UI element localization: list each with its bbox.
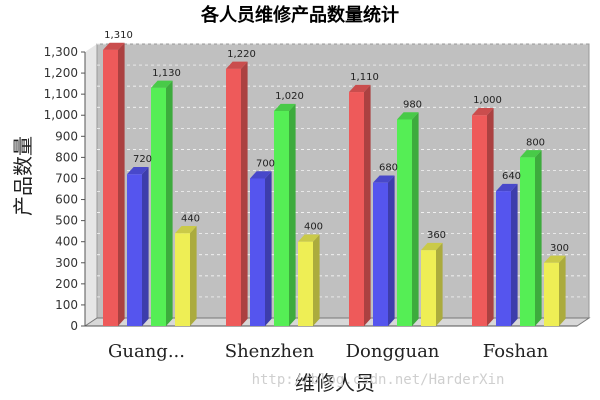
chart-title: 各人员维修产品数量统计	[200, 4, 399, 26]
y-tick-label: 500	[55, 214, 78, 228]
bar-top	[127, 167, 149, 175]
bar	[226, 68, 241, 326]
data-label: 980	[403, 99, 422, 110]
data-label: 1,000	[473, 95, 502, 106]
bar-top	[421, 242, 443, 251]
y-tick-label: 200	[55, 277, 78, 291]
bar-top	[250, 171, 272, 179]
data-label: 400	[304, 222, 323, 233]
bar-side	[535, 150, 542, 326]
bar-side	[166, 80, 173, 326]
bar	[349, 92, 364, 327]
bar	[520, 157, 535, 326]
x-axis: Guang... Shenzhen Dongguan Foshan	[108, 341, 549, 362]
bar-top	[274, 103, 296, 112]
bar-side	[313, 234, 320, 326]
data-label: 1,020	[275, 91, 304, 102]
data-label: 1,130	[152, 68, 181, 79]
bar-side	[364, 84, 371, 326]
y-tick-label: 1,300	[44, 45, 78, 59]
y-tick-label: 100	[55, 298, 78, 312]
bar-top	[103, 42, 125, 50]
bar-top	[151, 80, 173, 88]
data-label: 720	[133, 154, 152, 165]
bar-side	[436, 242, 443, 326]
y-tick-label: 1,200	[44, 66, 78, 80]
data-label: 1,310	[104, 30, 133, 41]
bar-top	[373, 175, 395, 183]
bar	[127, 174, 142, 326]
data-label: 1,220	[227, 49, 256, 60]
y-tick-label: 400	[55, 235, 78, 249]
y-tick-label: 900	[55, 129, 78, 143]
bar-side	[289, 103, 296, 326]
y-tick-label: 700	[55, 171, 78, 185]
data-label: 680	[379, 163, 398, 174]
bar	[544, 262, 559, 326]
bar-side	[190, 226, 197, 326]
bar-top	[496, 183, 518, 192]
bar-top	[520, 150, 542, 158]
bar	[496, 191, 511, 326]
x-axis-label: 维修人员	[295, 371, 375, 395]
data-label: 1,110	[350, 72, 379, 83]
y-tick-label: 800	[55, 150, 78, 164]
x-tick-label: Foshan	[483, 341, 549, 362]
bar	[175, 233, 190, 326]
y-tick-label: 600	[55, 193, 78, 207]
data-label: 640	[502, 171, 521, 182]
data-label: 300	[550, 243, 569, 254]
y-tick-label: 300	[55, 256, 78, 270]
bar-side	[388, 175, 395, 326]
bar-side	[241, 61, 248, 327]
bar	[421, 250, 436, 326]
bar-side	[265, 171, 272, 326]
data-label-group: 1,310 720 1,130 440 1,220 700 1,020 400 1,110 680…	[104, 30, 569, 254]
bar-top	[298, 234, 320, 242]
bar-top	[349, 84, 371, 93]
bar	[151, 87, 166, 326]
bar-side	[142, 167, 149, 326]
bar-side	[412, 112, 419, 326]
bar-top	[397, 112, 419, 120]
x-tick-label: Shenzhen	[225, 341, 315, 362]
x-tick-label: Dongguan	[346, 341, 440, 362]
bar-side	[118, 42, 125, 326]
bar	[298, 241, 313, 326]
data-label: 800	[526, 137, 545, 148]
bar-side	[511, 183, 518, 326]
bar-top	[472, 108, 494, 116]
bar	[250, 178, 265, 326]
bar	[472, 115, 487, 326]
bar	[274, 111, 289, 326]
bar-top	[226, 61, 248, 69]
watermark-text: http://blog.csdn.net/HarderXin	[252, 372, 505, 388]
bar-top	[544, 255, 566, 263]
bar	[397, 119, 412, 326]
bar	[103, 49, 118, 327]
data-label: 360	[427, 230, 446, 241]
y-tick-label: 1,000	[44, 108, 78, 122]
y-axis: 0 100 200 300 400 500 600 700 800 900 1,000 1,100 1,…	[44, 45, 85, 333]
data-label: 440	[181, 213, 200, 224]
x-tick-label: Guang...	[108, 341, 185, 362]
bar-side	[487, 108, 494, 327]
bar-top	[175, 226, 197, 234]
bar	[373, 182, 388, 326]
y-axis-label: 产品数量	[11, 136, 35, 216]
data-label: 700	[256, 158, 275, 169]
bar-side	[559, 255, 566, 326]
y-tick-label: 1,100	[44, 87, 78, 101]
bar-group	[103, 42, 566, 327]
y-tick-label: 0	[70, 319, 78, 333]
